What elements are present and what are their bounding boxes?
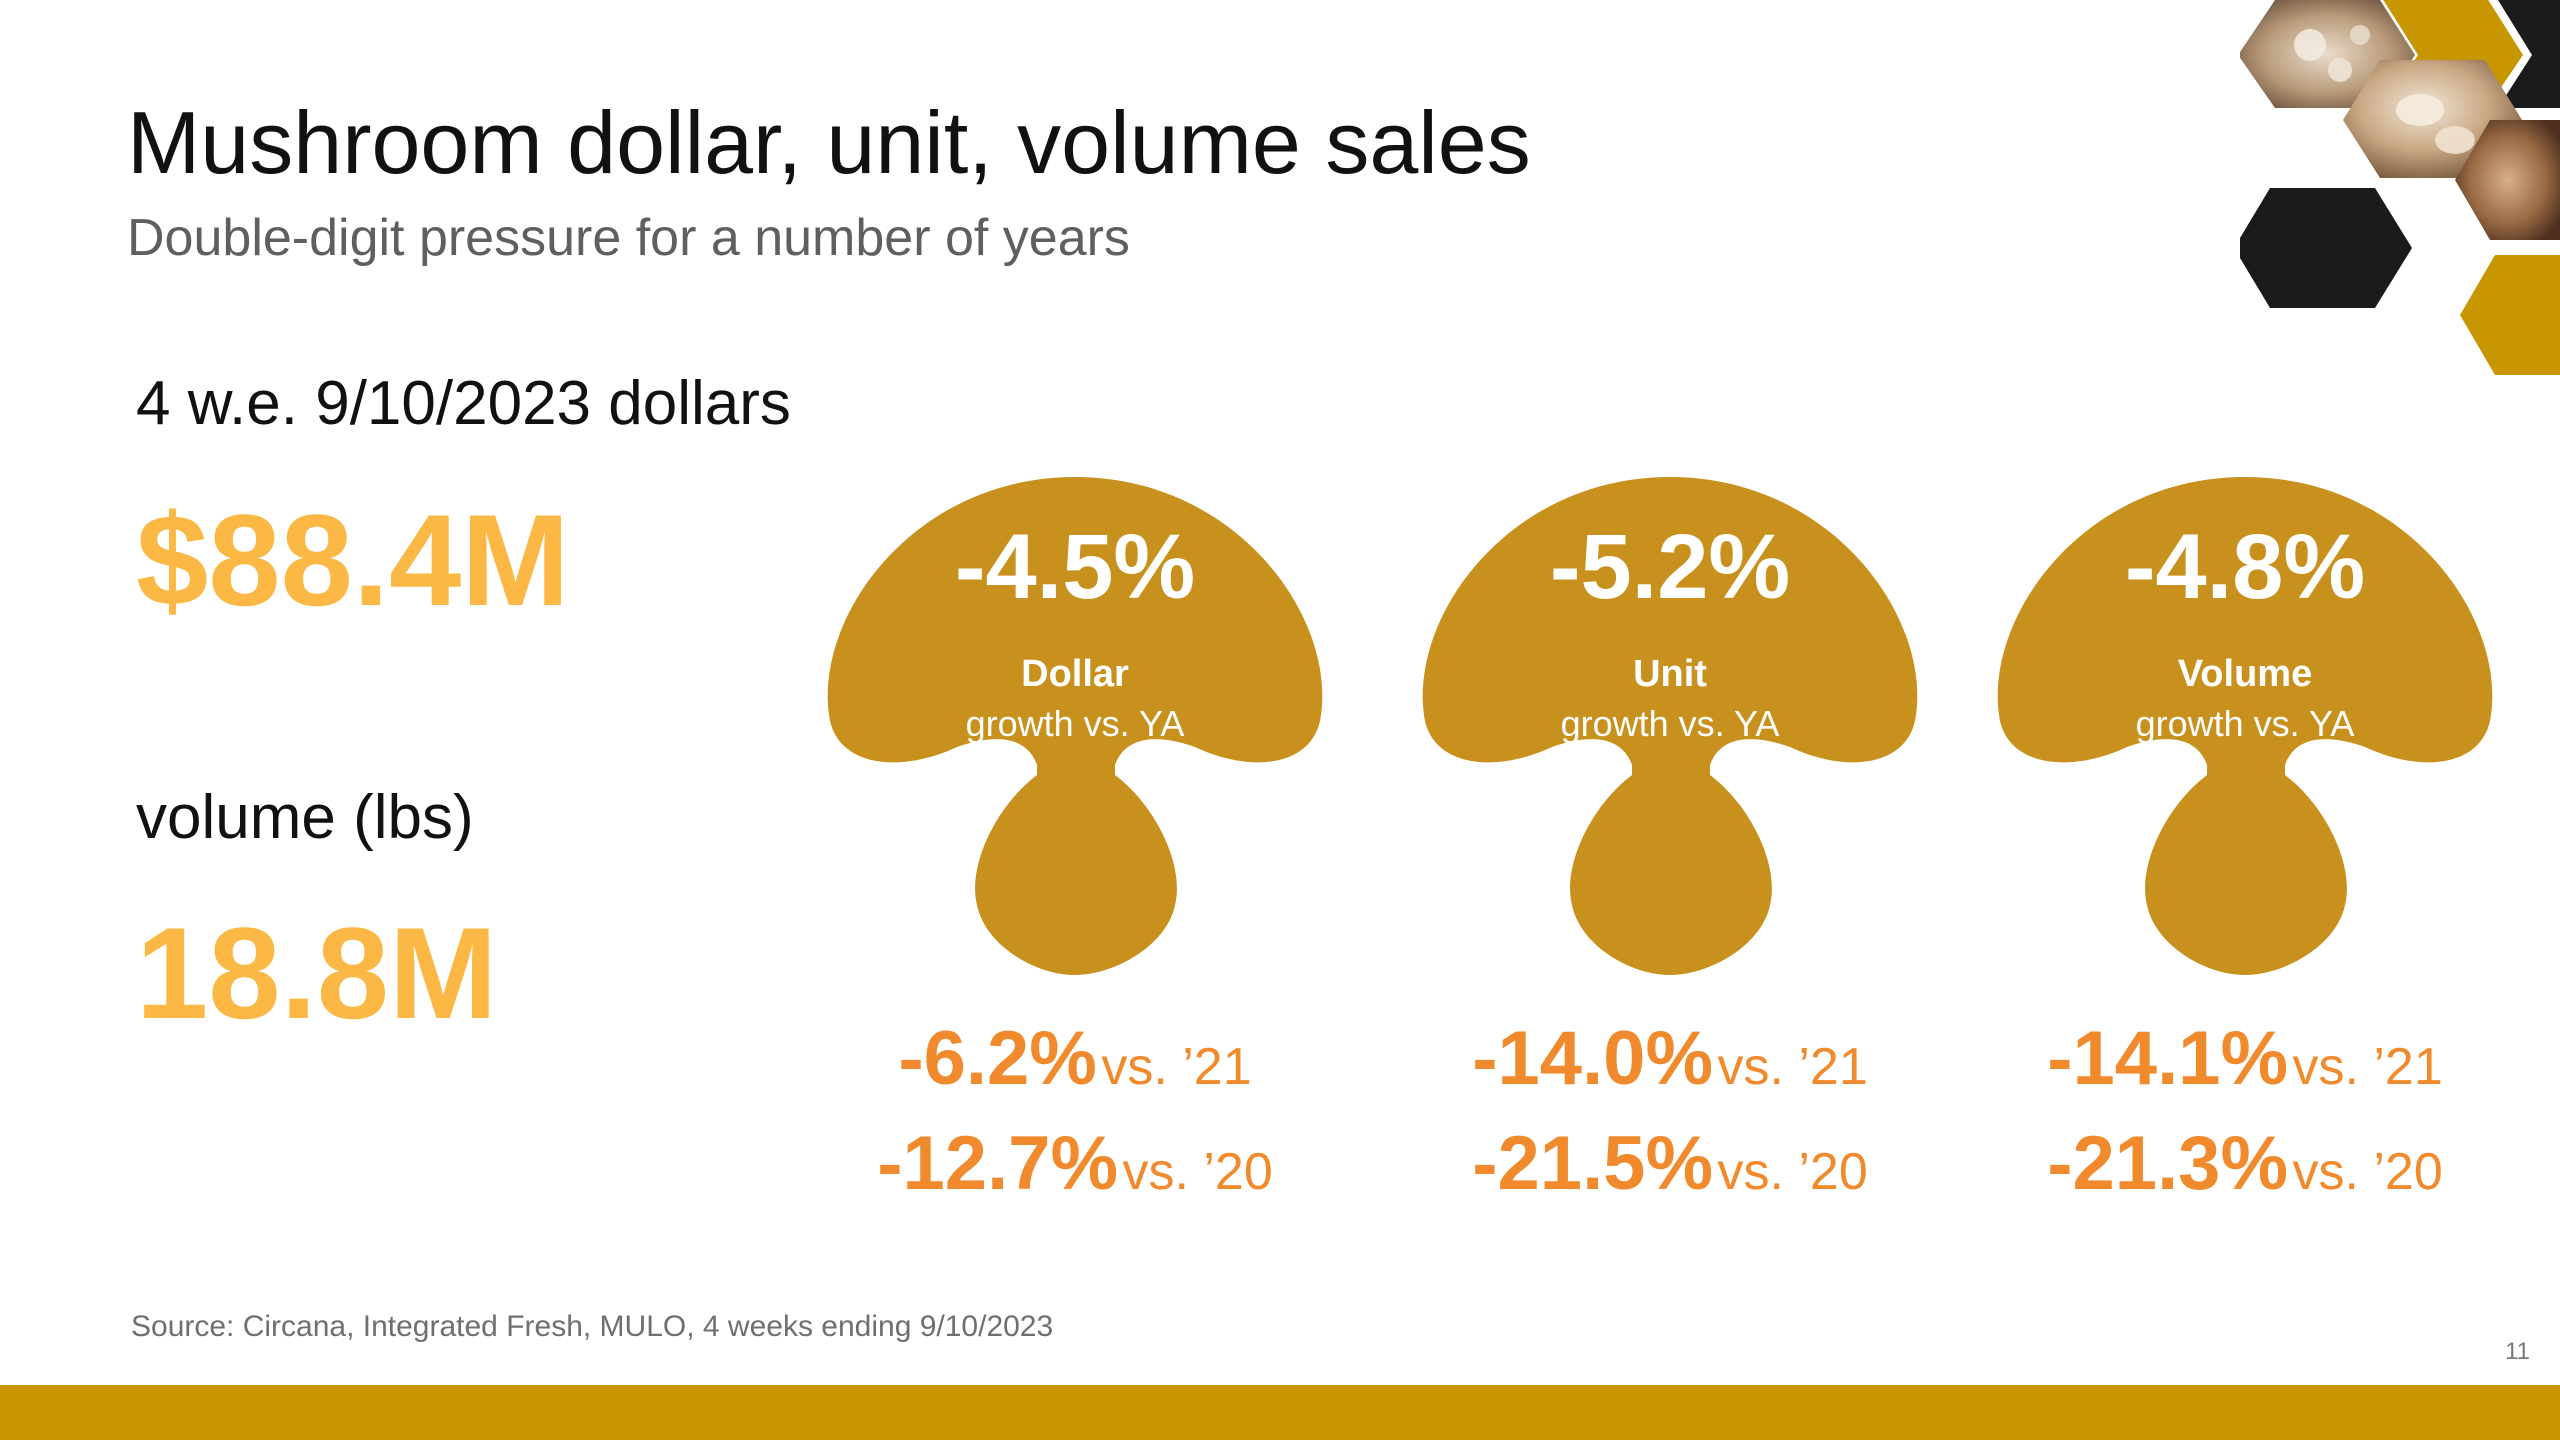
dollars-label: 4 w.e. 9/10/2023 dollars [136, 369, 791, 438]
volume-value: 18.8M [136, 900, 498, 1046]
unit-vs-2020-label: vs. ’20 [1717, 1143, 1868, 1201]
unit-vs-2021-value: -14.0% [1472, 1016, 1714, 1101]
hexagon-gold-2 [2460, 255, 2560, 375]
volume-vs-2020-label: vs. ’20 [2292, 1143, 2443, 1201]
dollar-vs-2021: -6.2% vs. ’21 [815, 1015, 1335, 1102]
hexagon-photo-3 [2455, 120, 2560, 240]
unit-vs-2020: -21.5% vs. ’20 [1410, 1120, 1930, 1207]
unit-growth-caption: growth vs. YA [1560, 703, 1780, 744]
volume-label: volume (lbs) [136, 783, 474, 852]
dollars-value: $88.4M [136, 487, 570, 633]
hexagon-black-2 [2240, 188, 2412, 308]
dollar-vs-2020-value: -12.7% [877, 1121, 1119, 1206]
hexagon-decoration [2240, 0, 2560, 375]
volume-growth-caption: growth vs. YA [2135, 703, 2355, 744]
dollar-vs-2021-label: vs. ’21 [1101, 1038, 1252, 1096]
hexagon-black-1 [2498, 0, 2560, 108]
page-title: Mushroom dollar, unit, volume sales [127, 93, 1531, 192]
dollar-metric-label: Dollar [1021, 653, 1129, 695]
unit-vs-2021: -14.0% vs. ’21 [1410, 1015, 1930, 1102]
dollar-vs-2020-label: vs. ’20 [1122, 1143, 1273, 1201]
volume-metric-card: -4.8% Volume growth vs. YA -14.1% vs. ’2… [1985, 475, 2505, 1207]
volume-vs-2021-value: -14.1% [2047, 1016, 2289, 1101]
unit-vs-2020-value: -21.5% [1472, 1121, 1714, 1206]
footer-bar [0, 1385, 2560, 1440]
page-subtitle: Double-digit pressure for a number of ye… [127, 209, 1130, 267]
dollar-vs-2021-value: -6.2% [898, 1016, 1097, 1101]
volume-vs-2020: -21.3% vs. ’20 [1985, 1120, 2505, 1207]
unit-metric-card: -5.2% Unit growth vs. YA -14.0% vs. ’21 … [1410, 475, 1930, 1207]
source-note: Source: Circana, Integrated Fresh, MULO,… [131, 1310, 1054, 1343]
page-number: 11 [2505, 1338, 2530, 1365]
mushroom-icon [1997, 477, 2493, 975]
mushroom-icon [1422, 477, 1918, 975]
unit-metric-label: Unit [1633, 653, 1707, 695]
volume-metric-label: Volume [2177, 653, 2313, 695]
volume-vs-2021: -14.1% vs. ’21 [1985, 1015, 2505, 1102]
volume-vs-2020-value: -21.3% [2047, 1121, 2289, 1206]
volume-vs-2021-label: vs. ’21 [2292, 1038, 2443, 1096]
dollar-growth-value: -4.5% [954, 516, 1196, 618]
dollar-vs-2020: -12.7% vs. ’20 [815, 1120, 1335, 1207]
mushroom-icon [827, 477, 1323, 975]
unit-growth-value: -5.2% [1549, 516, 1791, 618]
volume-growth-value: -4.8% [2124, 516, 2366, 618]
dollar-growth-caption: growth vs. YA [965, 703, 1185, 744]
dollar-metric-card: -4.5% Dollar growth vs. YA -6.2% vs. ’21… [815, 475, 1335, 1207]
unit-vs-2021-label: vs. ’21 [1717, 1038, 1868, 1096]
